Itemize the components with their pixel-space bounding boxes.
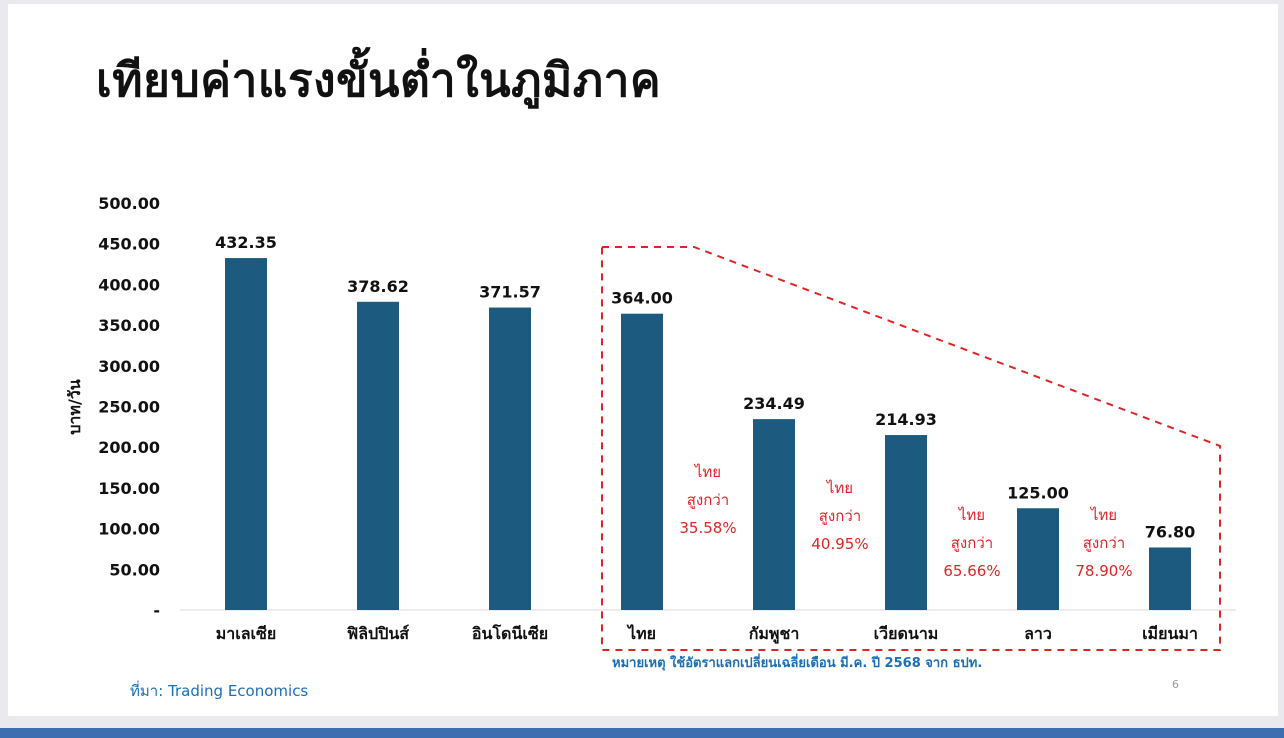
category-label: กัมพูชา bbox=[749, 624, 800, 645]
annotation-text: 40.95% bbox=[811, 535, 868, 553]
category-label: อินโดนีเซีย bbox=[472, 623, 549, 643]
y-axis: - 50.00 100.00 150.00 200.00 250.00 300.00 350.… bbox=[98, 194, 160, 620]
y-tick-label: - bbox=[153, 601, 160, 620]
bottom-strip bbox=[0, 728, 1284, 738]
y-tick-label: 250.00 bbox=[98, 398, 160, 417]
category-labels: มาเลเซีย ฟิลิปปินส์ อินโดนีเซีย ไทย กัมพูชา เ… bbox=[216, 623, 1198, 645]
bar bbox=[621, 313, 663, 610]
category-label: ไทย bbox=[626, 624, 656, 643]
y-tick-label: 200.00 bbox=[98, 438, 160, 457]
bar-value-label: 214.93 bbox=[875, 410, 937, 429]
bar-value-label: 371.57 bbox=[479, 283, 541, 302]
y-tick-label: 300.00 bbox=[98, 357, 160, 376]
bar-value-label: 234.49 bbox=[743, 394, 805, 413]
bar bbox=[1017, 508, 1059, 610]
bar-value-label: 378.62 bbox=[347, 277, 409, 296]
bar bbox=[1149, 547, 1191, 610]
bar-value-label: 125.00 bbox=[1007, 483, 1069, 502]
page-number: 6 bbox=[1172, 678, 1179, 691]
y-tick-label: 500.00 bbox=[98, 194, 160, 213]
note-text: หมายเหตุ ใช้อัตราแลกเปลี่ยนเฉลี่ยเดือน ม… bbox=[612, 656, 983, 671]
category-label: มาเลเซีย bbox=[216, 624, 277, 643]
annotation-text: สูงกว่า bbox=[1083, 534, 1125, 552]
annotation-text: 35.58% bbox=[679, 519, 736, 537]
page-title: เทียบค่าแรงขั้นต่ำในภูมิภาค bbox=[96, 53, 662, 107]
value-labels: 432.35 378.62 371.57 364.00 234.49 214.93 125.… bbox=[215, 233, 1195, 541]
bar-value-label: 76.80 bbox=[1145, 522, 1196, 541]
category-label: เมียนมา bbox=[1142, 624, 1198, 643]
annotation-text: สูงกว่า bbox=[819, 507, 861, 525]
bars bbox=[225, 258, 1191, 610]
bar bbox=[489, 307, 531, 610]
annotation-text: ไทย bbox=[826, 479, 853, 497]
comparison-annotations: ไทยสูงกว่า35.58%ไทยสูงกว่า40.95%ไทยสูงกว… bbox=[679, 463, 1132, 580]
bar bbox=[753, 419, 795, 610]
annotation-text: ไทย bbox=[1090, 506, 1117, 524]
annotation-text: สูงกว่า bbox=[951, 534, 993, 552]
annotation-text: 78.90% bbox=[1075, 562, 1132, 580]
source-text: ที่มา: Trading Economics bbox=[130, 682, 309, 700]
bar-value-label: 432.35 bbox=[215, 233, 277, 252]
y-tick-label: 100.00 bbox=[98, 520, 160, 539]
annotation-text: สูงกว่า bbox=[687, 491, 729, 509]
category-label: ลาว bbox=[1024, 624, 1052, 643]
annotation-text: 65.66% bbox=[943, 562, 1000, 580]
y-tick-label: 400.00 bbox=[98, 275, 160, 294]
annotation-text: ไทย bbox=[958, 506, 985, 524]
y-tick-label: 450.00 bbox=[98, 235, 160, 254]
bar-value-label: 364.00 bbox=[611, 289, 673, 308]
highlight-dashed-box bbox=[601, 246, 1221, 651]
y-tick-label: 350.00 bbox=[98, 316, 160, 335]
bar bbox=[357, 301, 399, 610]
y-axis-label: บาท/วัน bbox=[65, 379, 84, 435]
y-tick-label: 50.00 bbox=[109, 560, 160, 579]
y-tick-label: 150.00 bbox=[98, 479, 160, 498]
annotation-text: ไทย bbox=[694, 463, 721, 481]
category-label: เวียดนาม bbox=[874, 624, 939, 643]
category-label: ฟิลิปปินส์ bbox=[346, 624, 409, 643]
bar bbox=[885, 435, 927, 610]
bar bbox=[225, 258, 267, 610]
